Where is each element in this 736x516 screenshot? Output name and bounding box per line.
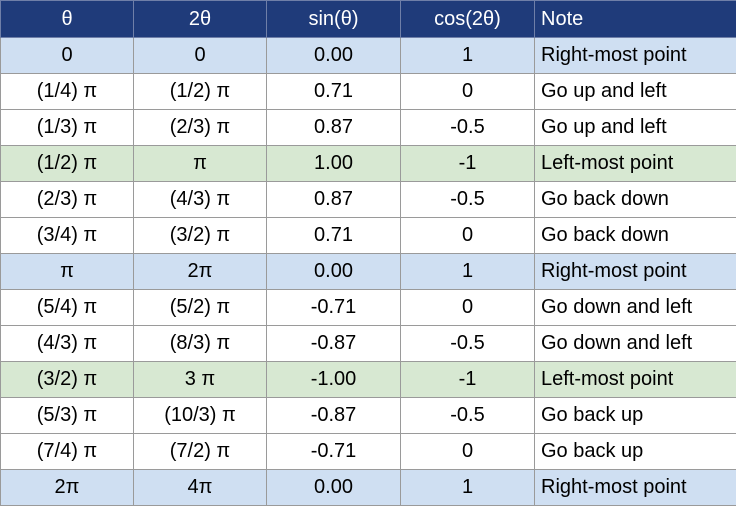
cell-sin-theta: -0.87 [266, 397, 401, 434]
cell-theta: (3/4) π [0, 217, 134, 254]
cell-note: Right-most point [534, 469, 736, 506]
cell-two-theta: 4π [133, 469, 267, 506]
cell-note: Left-most point [534, 145, 736, 182]
table-row: (1/4) π (1/2) π 0.71 0 Go up and left [0, 73, 736, 110]
cell-two-theta: 2π [133, 253, 267, 290]
table-row: (2/3) π (4/3) π 0.87 -0.5 Go back down [0, 181, 736, 218]
cell-two-theta: (4/3) π [133, 181, 267, 218]
header-row: θ 2θ sin(θ) cos(2θ) Note [0, 0, 736, 38]
table-row: (5/3) π (10/3) π -0.87 -0.5 Go back up [0, 397, 736, 434]
cell-cos-two-theta: -1 [400, 361, 535, 398]
cell-theta: (4/3) π [0, 325, 134, 362]
cell-two-theta: (10/3) π [133, 397, 267, 434]
cell-sin-theta: 0.71 [266, 73, 401, 110]
cell-theta: (3/2) π [0, 361, 134, 398]
header-cos-two-theta: cos(2θ) [400, 0, 535, 38]
table-row: (3/4) π (3/2) π 0.71 0 Go back down [0, 217, 736, 254]
cell-theta: (5/3) π [0, 397, 134, 434]
cell-two-theta: π [133, 145, 267, 182]
table-row: (1/2) π π 1.00 -1 Left-most point [0, 145, 736, 182]
cell-two-theta: 0 [133, 37, 267, 74]
table-row: 2π 4π 0.00 1 Right-most point [0, 469, 736, 506]
cell-sin-theta: 0.00 [266, 469, 401, 506]
cell-cos-two-theta: 1 [400, 253, 535, 290]
cell-note: Go down and left [534, 289, 736, 326]
header-note: Note [534, 0, 736, 38]
cell-sin-theta: 0.00 [266, 253, 401, 290]
cell-sin-theta: -0.71 [266, 289, 401, 326]
cell-cos-two-theta: -0.5 [400, 325, 535, 362]
cell-theta: π [0, 253, 134, 290]
cell-cos-two-theta: 0 [400, 73, 535, 110]
cell-two-theta: (1/2) π [133, 73, 267, 110]
table-row: (5/4) π (5/2) π -0.71 0 Go down and left [0, 289, 736, 326]
table-row: (1/3) π (2/3) π 0.87 -0.5 Go up and left [0, 109, 736, 146]
cell-cos-two-theta: 1 [400, 469, 535, 506]
table-row: π 2π 0.00 1 Right-most point [0, 253, 736, 290]
cell-sin-theta: 0.87 [266, 181, 401, 218]
header-sin-theta: sin(θ) [266, 0, 401, 38]
cell-cos-two-theta: 0 [400, 217, 535, 254]
table-row: 0 0 0.00 1 Right-most point [0, 37, 736, 74]
cell-theta: (2/3) π [0, 181, 134, 218]
cell-cos-two-theta: -0.5 [400, 397, 535, 434]
table-header: θ 2θ sin(θ) cos(2θ) Note [0, 0, 736, 38]
cell-note: Go up and left [534, 73, 736, 110]
cell-note: Go back down [534, 217, 736, 254]
cell-theta: 2π [0, 469, 134, 506]
cell-theta: (1/2) π [0, 145, 134, 182]
cell-theta: (7/4) π [0, 433, 134, 470]
table-body: 0 0 0.00 1 Right-most point (1/4) π (1/2) π 0.7… [0, 37, 736, 506]
cell-two-theta: 3 π [133, 361, 267, 398]
cell-sin-theta: 0.71 [266, 217, 401, 254]
cell-theta: (1/3) π [0, 109, 134, 146]
header-two-theta: 2θ [133, 0, 267, 38]
cell-cos-two-theta: -1 [400, 145, 535, 182]
cell-two-theta: (7/2) π [133, 433, 267, 470]
cell-sin-theta: 1.00 [266, 145, 401, 182]
cell-cos-two-theta: -0.5 [400, 109, 535, 146]
cell-theta: (1/4) π [0, 73, 134, 110]
cell-sin-theta: -1.00 [266, 361, 401, 398]
cell-note: Left-most point [534, 361, 736, 398]
cell-note: Go back up [534, 397, 736, 434]
cell-sin-theta: -0.71 [266, 433, 401, 470]
cell-two-theta: (3/2) π [133, 217, 267, 254]
header-theta: θ [0, 0, 134, 38]
cell-sin-theta: 0.87 [266, 109, 401, 146]
cell-note: Go down and left [534, 325, 736, 362]
cell-note: Go back up [534, 433, 736, 470]
cell-theta: (5/4) π [0, 289, 134, 326]
cell-note: Right-most point [534, 253, 736, 290]
cell-theta: 0 [0, 37, 134, 74]
cell-two-theta: (5/2) π [133, 289, 267, 326]
table-row: (7/4) π (7/2) π -0.71 0 Go back up [0, 433, 736, 470]
cell-sin-theta: -0.87 [266, 325, 401, 362]
cell-note: Go back down [534, 181, 736, 218]
table-row: (4/3) π (8/3) π -0.87 -0.5 Go down and left [0, 325, 736, 362]
cell-cos-two-theta: 0 [400, 433, 535, 470]
cell-two-theta: (2/3) π [133, 109, 267, 146]
cell-cos-two-theta: 1 [400, 37, 535, 74]
cell-two-theta: (8/3) π [133, 325, 267, 362]
cell-note: Go up and left [534, 109, 736, 146]
cell-sin-theta: 0.00 [266, 37, 401, 74]
cell-cos-two-theta: 0 [400, 289, 535, 326]
cell-note: Right-most point [534, 37, 736, 74]
cell-cos-two-theta: -0.5 [400, 181, 535, 218]
